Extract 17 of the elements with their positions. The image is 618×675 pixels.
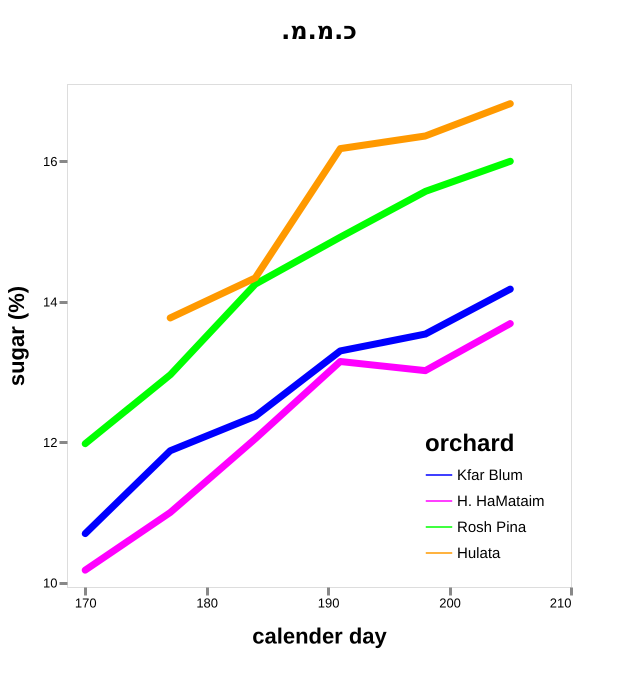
x-tick-label: 180 <box>196 596 218 610</box>
y-axis-title: sugar (%) <box>4 286 30 386</box>
x-axis-title: calender day <box>252 624 388 648</box>
y-tick-label: 16 <box>43 154 58 169</box>
legend-label: Kfar Blum <box>457 467 523 484</box>
legend-label: H. HaMataim <box>457 493 545 510</box>
y-tick-label: 10 <box>43 575 58 590</box>
y-tick-label: 14 <box>43 294 58 310</box>
x-tick-label: 210 <box>550 596 572 610</box>
legend-label: Hulata <box>457 545 502 562</box>
x-tick-label: 200 <box>439 596 461 610</box>
legend-label: Rosh Pina <box>457 519 527 536</box>
chart-title: כ.מ.מ. <box>281 17 357 45</box>
legend-title: orchard <box>425 430 514 457</box>
y-tick-label: 12 <box>43 434 58 450</box>
x-tick-label: 190 <box>318 596 340 610</box>
x-tick-label: 170 <box>74 596 97 610</box>
